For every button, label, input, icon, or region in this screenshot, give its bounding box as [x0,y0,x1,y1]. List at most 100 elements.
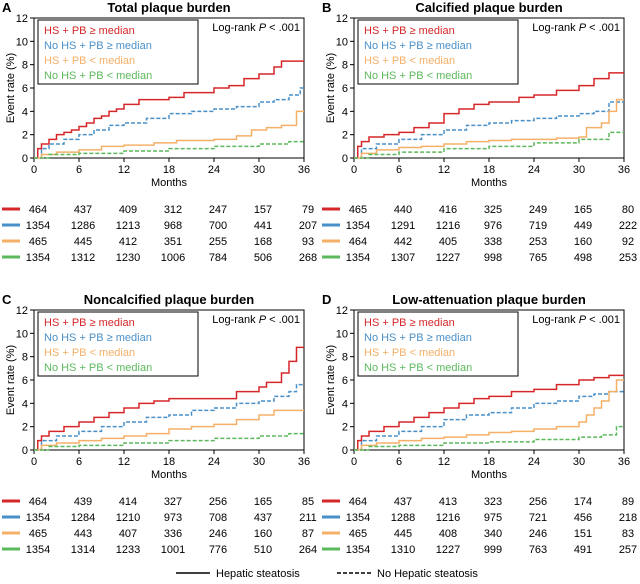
risk-value: 1354 [346,252,370,264]
risk-value: 442 [394,236,412,248]
risk-value: 721 [529,512,547,524]
legend-entry: No HS + PB ≥ median [364,332,472,344]
risk-value: 413 [439,496,457,508]
x-tick-label: 36 [618,456,630,468]
risk-value: 498 [574,252,592,264]
risk-value: 407 [119,528,137,540]
risk-value: 437 [74,204,92,216]
series-line [354,72,624,159]
risk-value: 763 [529,544,547,556]
x-tick-label: 18 [483,164,495,176]
risk-value: 464 [29,204,47,216]
risk-value: 85 [302,496,314,508]
risk-value: 405 [439,236,457,248]
risk-value: 1006 [161,252,185,264]
y-tick-label: 6 [342,83,348,95]
risk-value: 776 [209,544,227,556]
risk-value: 1230 [116,252,140,264]
risk-value: 1314 [71,544,95,556]
series-line [354,131,624,159]
risk-value: 784 [209,252,227,264]
panel-letter: D [322,292,331,307]
risk-value: 168 [254,236,272,248]
series-line [354,425,624,451]
log-rank-annotation: Log-rank P < .001 [532,22,620,34]
legend: HS + PB ≥ median No HS + PB ≥ median HS + … [357,19,519,85]
legend-box [37,19,199,85]
risk-value: 491 [574,544,592,556]
risk-value: 976 [484,220,502,232]
legend-entry: HS + PB ≥ median [44,317,135,329]
legend-box [357,311,519,377]
risk-value: 1354 [346,512,370,524]
risk-value: 412 [119,236,137,248]
risk-value: 1354 [26,252,50,264]
series-line [34,140,304,159]
risk-value: 973 [164,512,182,524]
risk-value: 1288 [391,512,415,524]
risk-value: 439 [74,496,92,508]
risk-value: 327 [164,496,182,508]
risk-value: 1216 [436,220,460,232]
risk-value: 351 [164,236,182,248]
chart-title: Low-attenuation plaque burden [392,292,586,307]
risk-value: 246 [529,528,547,540]
risk-value: 975 [484,512,502,524]
risk-value: 464 [349,496,367,508]
legend-entry: HS + PB ≥ median [44,25,135,37]
legend: HS + PB ≥ median No HS + PB ≥ median HS + … [357,311,519,377]
x-tick-label: 12 [118,456,130,468]
risk-value: 414 [119,496,137,508]
risk-value: 253 [619,252,637,264]
legend-entry: HS + PB ≥ median [364,25,455,37]
legend-entry: HS + PB ≥ median [364,317,455,329]
risk-value: 437 [254,512,272,524]
series-line [34,110,304,159]
series-line [34,346,304,451]
chart-title: Noncalcified plaque burden [84,292,255,307]
x-tick-label: 6 [76,164,82,176]
risk-value: 465 [349,528,367,540]
series-line [354,374,624,451]
risk-value: 218 [619,512,637,524]
legend-entry: No HS + PB < median [44,362,152,374]
risk-value: 464 [349,236,367,248]
y-tick-label: 10 [336,36,348,48]
risk-value: 323 [484,496,502,508]
y-tick-label: 6 [342,375,348,387]
risk-value: 441 [254,220,272,232]
y-tick-label: 0 [342,445,348,457]
y-tick-label: 2 [22,130,28,142]
y-tick-label: 8 [342,60,348,72]
risk-value: 1354 [346,544,370,556]
risk-value: 1284 [71,512,95,524]
risk-value: 456 [574,512,592,524]
y-tick-label: 4 [22,398,28,410]
risk-value: 409 [119,204,137,216]
risk-table: 464 439 414 327 256 165 85 1354 1284 1210 973 708 43… [2,496,317,556]
risk-value: 211 [299,512,317,524]
risk-value: 160 [254,528,272,540]
risk-value: 408 [439,528,457,540]
risk-value: 465 [29,528,47,540]
risk-value: 1312 [71,252,95,264]
series-line [34,60,304,159]
risk-table: 465 440 416 325 249 165 80 1354 1291 1216 976 719 44… [322,204,637,264]
risk-table: 464 437 413 323 256 174 89 1354 1288 1216 975 721 45… [322,496,637,556]
legend-entry: HS + PB < median [364,55,455,67]
risk-value: 464 [29,496,47,508]
risk-value: 79 [302,204,314,216]
risk-value: 336 [164,528,182,540]
risk-value: 719 [529,220,547,232]
risk-value: 1210 [116,512,140,524]
series-line [354,379,624,451]
legend-entry: No HS + PB < median [44,70,152,82]
legend-entry: No HS + PB ≥ median [364,40,472,52]
risk-value: 87 [302,528,314,540]
x-tick-label: 30 [573,164,585,176]
x-axis-label: Months [151,177,188,189]
risk-value: 1310 [391,544,415,556]
